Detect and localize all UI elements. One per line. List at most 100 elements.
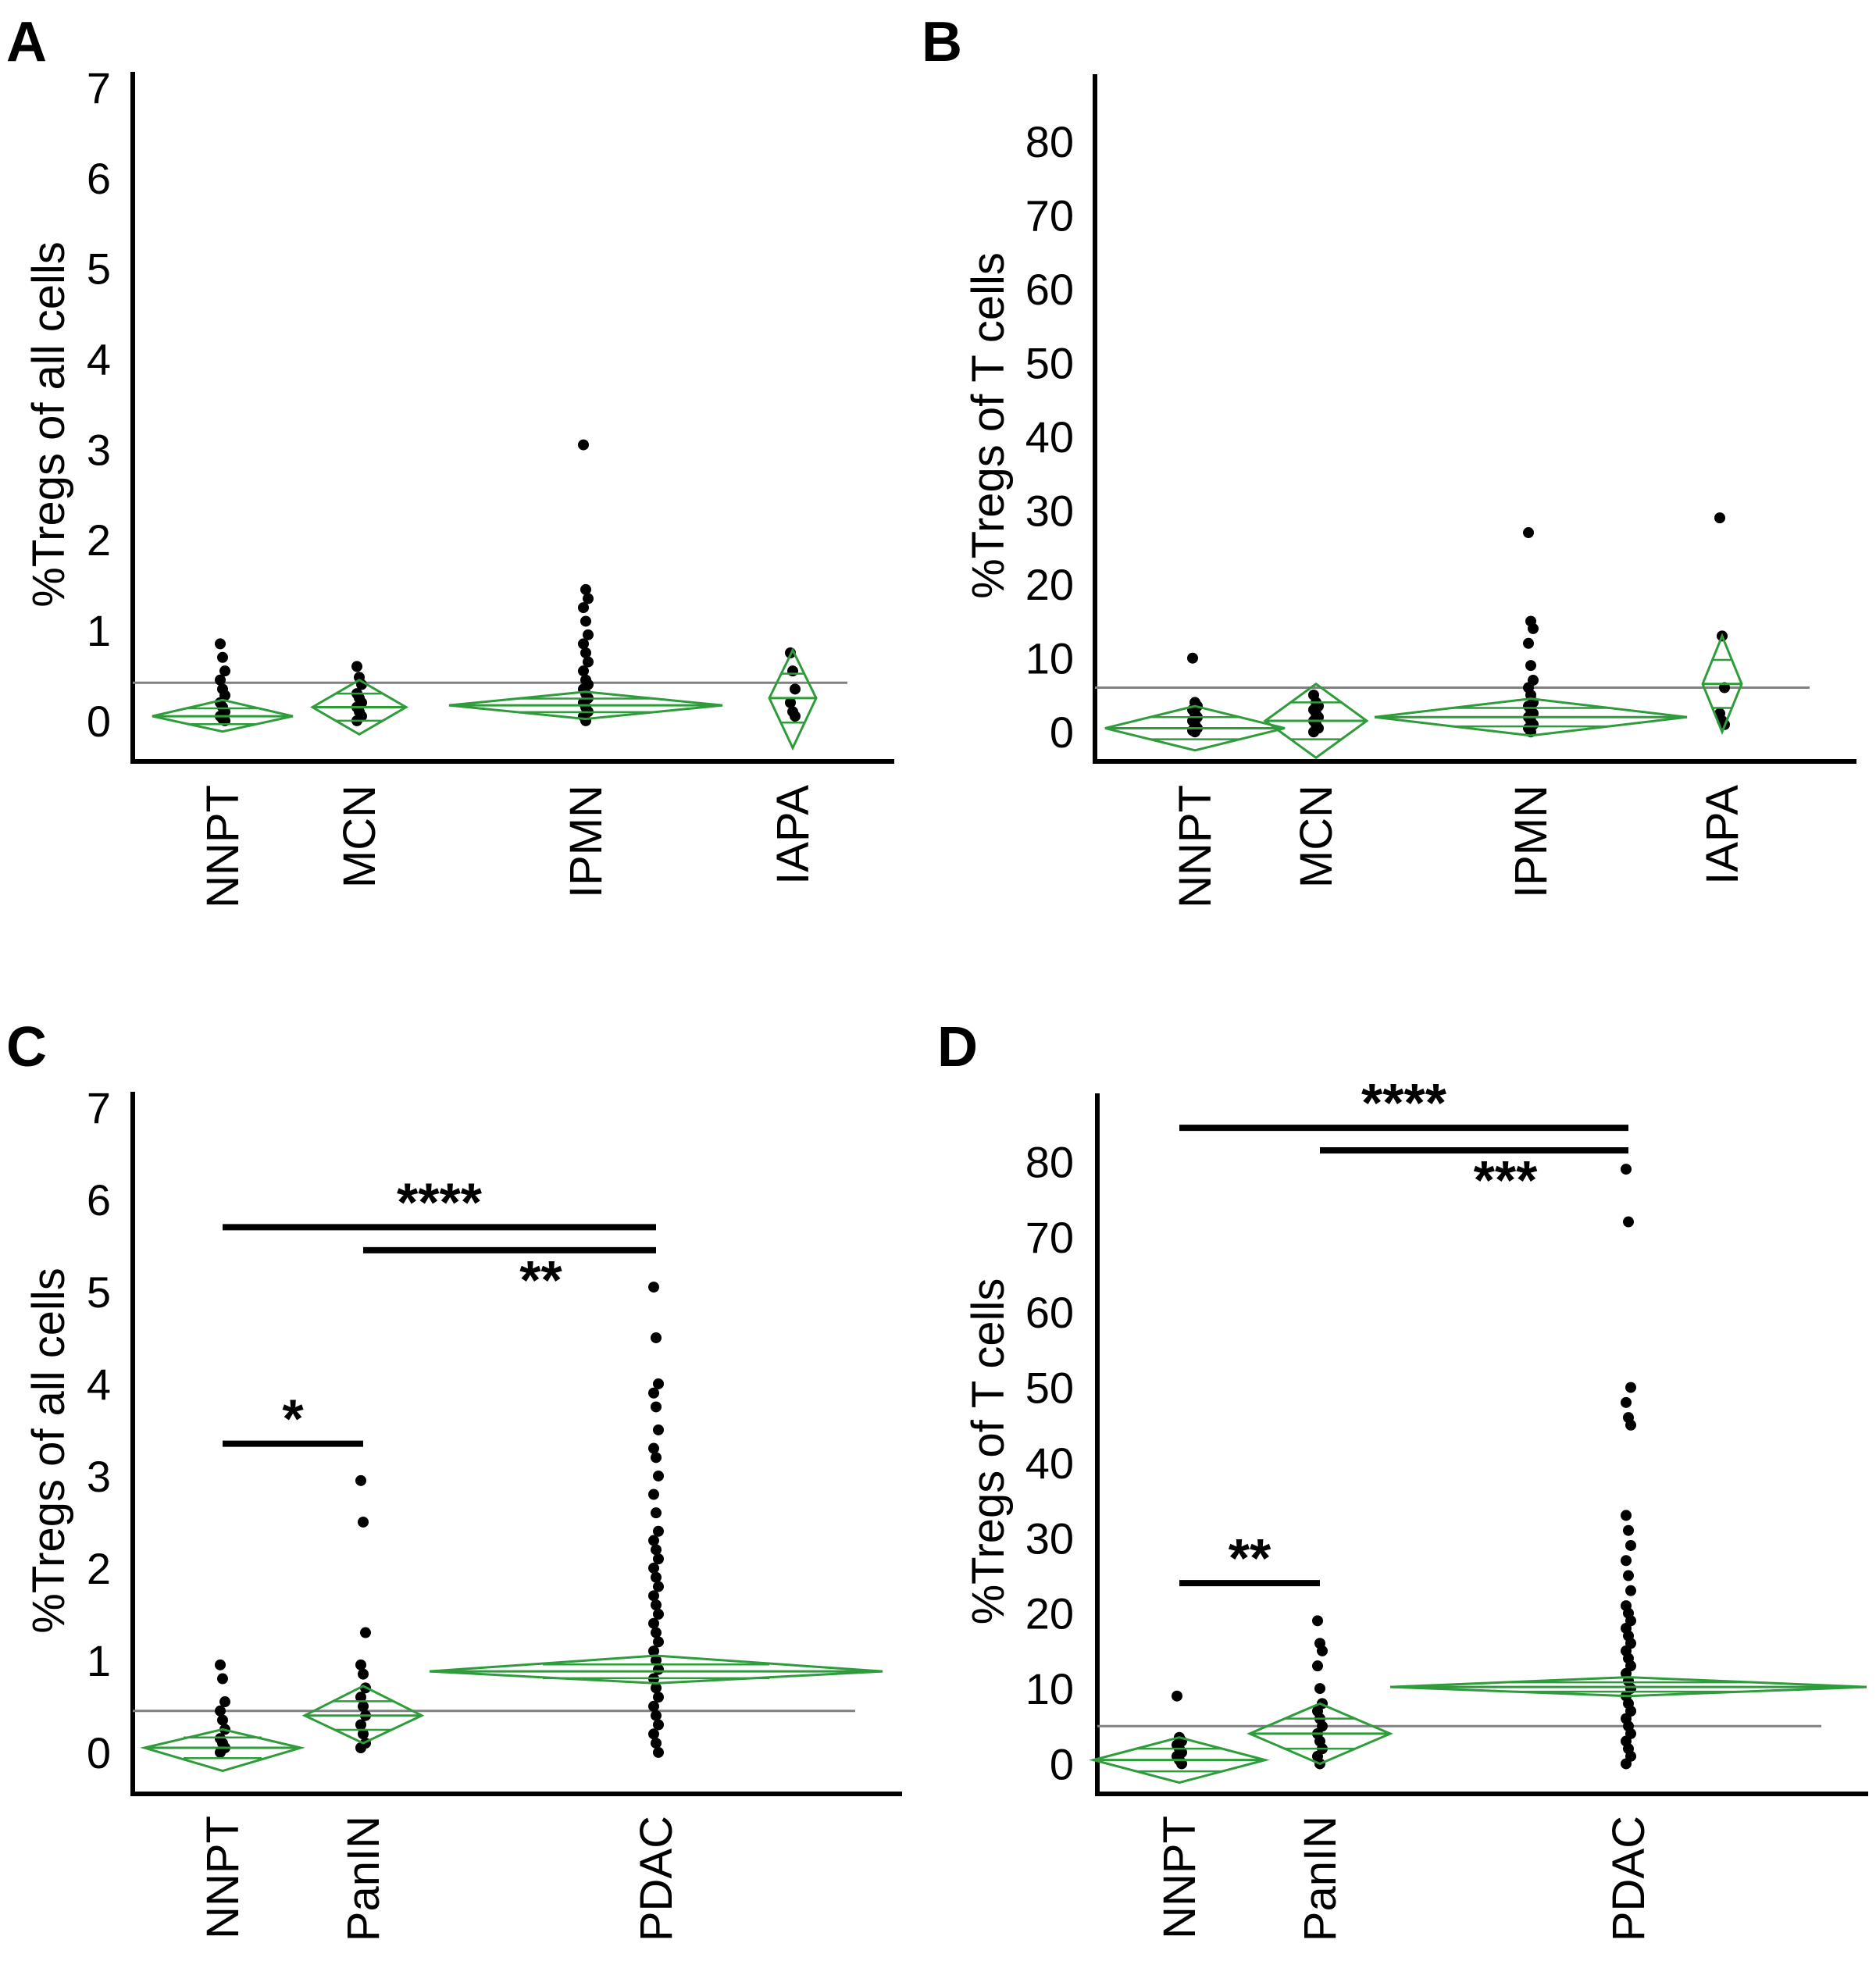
data-point xyxy=(217,1673,228,1685)
x-category-label: IPMN xyxy=(1506,785,1557,898)
data-point xyxy=(648,1700,659,1712)
data-point xyxy=(578,638,589,650)
y-tick-label: 6 xyxy=(87,154,111,203)
data-point xyxy=(653,1719,664,1731)
x-category-label: PanIN xyxy=(1295,1816,1346,1941)
y-tick-label: 6 xyxy=(87,1175,111,1225)
data-point xyxy=(653,1424,664,1435)
data-point xyxy=(648,1442,659,1454)
data-point xyxy=(1625,1585,1636,1596)
data-point xyxy=(583,593,594,604)
data-point xyxy=(1528,622,1539,634)
data-point xyxy=(653,1470,664,1481)
data-point xyxy=(1312,1615,1323,1627)
y-axis-label: %Tregs of all cells xyxy=(23,1268,74,1633)
x-category-label: MCN xyxy=(334,785,385,888)
data-point xyxy=(790,711,801,722)
x-category-label: IPMN xyxy=(561,785,612,898)
data-point xyxy=(651,1738,662,1749)
x-category-label: IAPA xyxy=(768,785,819,885)
data-point xyxy=(1623,1524,1634,1536)
data-point xyxy=(360,1627,371,1638)
y-tick-label: 0 xyxy=(87,697,111,746)
data-point xyxy=(1312,1660,1323,1672)
data-point xyxy=(215,638,226,650)
x-category-label: NNPT xyxy=(198,1816,248,1939)
data-point xyxy=(217,651,228,663)
data-point xyxy=(1625,1539,1636,1551)
data-point xyxy=(1525,660,1536,672)
significance-label: * xyxy=(282,1389,304,1449)
data-point xyxy=(578,602,589,614)
data-point xyxy=(1714,512,1725,524)
y-tick-label: 10 xyxy=(1025,634,1074,683)
data-point xyxy=(355,1719,366,1731)
data-point xyxy=(648,1590,659,1602)
y-tick-label: 1 xyxy=(87,1636,111,1685)
data-point xyxy=(653,1525,664,1537)
data-point xyxy=(1621,1758,1632,1770)
data-point xyxy=(651,1401,662,1413)
data-point xyxy=(1523,527,1534,539)
y-tick-label: 50 xyxy=(1025,1364,1074,1413)
x-category-label: PDAC xyxy=(631,1816,682,1941)
data-point xyxy=(580,715,591,726)
x-category-label: MCN xyxy=(1291,785,1342,888)
y-tick-label: 60 xyxy=(1025,265,1074,314)
x-category-label: IAPA xyxy=(1697,785,1748,885)
panel-letter: D xyxy=(937,1016,978,1079)
y-tick-label: 4 xyxy=(87,1360,111,1409)
data-point xyxy=(358,1516,369,1528)
y-tick-label: 80 xyxy=(1025,117,1074,166)
data-point xyxy=(1187,652,1198,664)
y-axis-label: %Tregs of all cells xyxy=(23,241,74,607)
panel-letter: C xyxy=(6,1016,47,1079)
data-point xyxy=(648,1617,659,1629)
data-point xyxy=(1523,637,1534,649)
y-tick-label: 7 xyxy=(87,63,111,112)
significance-label: **** xyxy=(1361,1072,1447,1133)
data-point xyxy=(648,1645,659,1657)
data-point xyxy=(351,661,362,672)
y-tick-label: 80 xyxy=(1025,1137,1074,1186)
data-point xyxy=(580,615,591,627)
y-tick-label: 7 xyxy=(87,1083,111,1132)
y-tick-label: 40 xyxy=(1025,412,1074,462)
data-point xyxy=(653,1746,664,1758)
x-category-label: PDAC xyxy=(1603,1816,1654,1941)
y-tick-label: 5 xyxy=(87,1268,111,1317)
data-point xyxy=(653,1608,664,1620)
data-point xyxy=(651,1544,662,1556)
data-point xyxy=(215,1705,226,1717)
y-tick-label: 0 xyxy=(1050,1739,1074,1788)
y-tick-label: 0 xyxy=(87,1728,111,1777)
x-category-label: NNPT xyxy=(1154,1816,1205,1939)
data-point xyxy=(358,1728,369,1740)
data-point xyxy=(583,629,594,640)
y-tick-label: 2 xyxy=(87,515,111,565)
data-point xyxy=(653,1636,664,1648)
data-point xyxy=(1308,726,1319,738)
significance-label: ** xyxy=(1229,1528,1271,1588)
data-point xyxy=(790,683,801,695)
data-point xyxy=(1317,1645,1328,1656)
y-axis-label: %Tregs of T cells xyxy=(963,252,1014,599)
data-point xyxy=(1621,1555,1632,1567)
data-point xyxy=(215,1746,226,1758)
data-point xyxy=(355,1474,366,1486)
panel-letter: B xyxy=(922,11,962,73)
data-point xyxy=(578,439,589,451)
x-category-label: NNPT xyxy=(198,785,248,908)
data-point xyxy=(653,1692,664,1703)
y-tick-label: 40 xyxy=(1025,1439,1074,1488)
significance-label: **** xyxy=(397,1171,483,1232)
y-tick-label: 60 xyxy=(1025,1288,1074,1337)
data-point xyxy=(651,1627,662,1638)
y-tick-label: 3 xyxy=(87,425,111,474)
data-point xyxy=(651,1507,662,1519)
panel-b: B 0 10 20 30 40 50 60 70 80 %Tregs of T cells NNPT M… xyxy=(922,11,1856,908)
data-point xyxy=(653,1581,664,1592)
x-category-label: PanIN xyxy=(338,1816,389,1941)
data-point xyxy=(651,1710,662,1721)
